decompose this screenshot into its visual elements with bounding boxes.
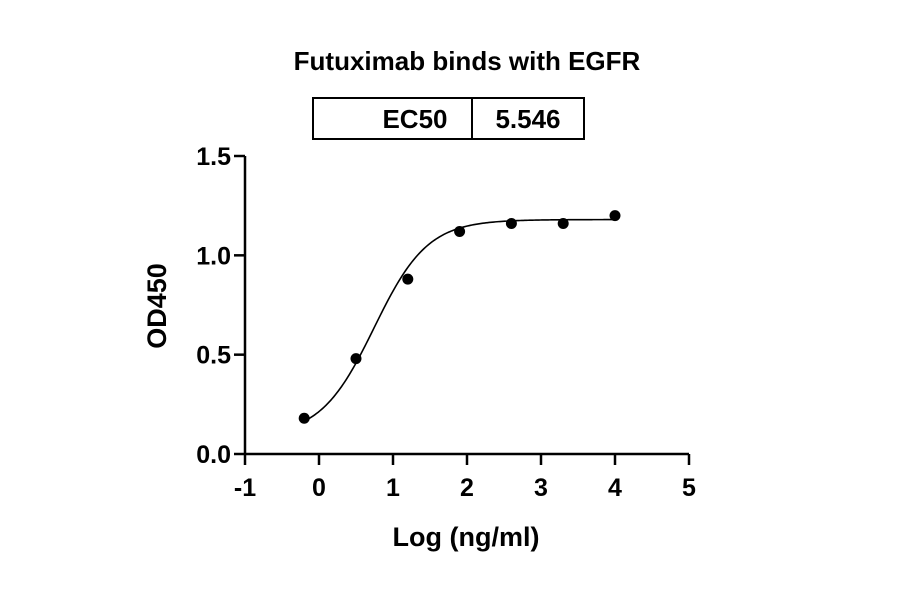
chart-title: Futuximab binds with EGFR — [294, 46, 641, 76]
x-axis-label: Log (ng/ml) — [393, 522, 540, 552]
x-tick-label: 5 — [682, 474, 696, 502]
data-point — [557, 218, 569, 230]
y-axis-label: OD450 — [142, 263, 172, 349]
x-tick-label: 0 — [312, 474, 326, 502]
y-tick-label: 0.5 — [196, 342, 231, 370]
ec50-table: EC50 5.546 — [312, 97, 585, 140]
x-tick-label: 1 — [386, 474, 400, 502]
x-tick-label: 2 — [460, 474, 474, 502]
y-tick-label: 0.0 — [196, 441, 231, 469]
y-tick-label: 1.5 — [196, 143, 231, 171]
x-tick-label: -1 — [234, 474, 256, 502]
data-point — [402, 273, 414, 285]
data-point — [454, 225, 466, 237]
ec50-label: EC50 — [382, 104, 447, 134]
axes — [243, 156, 689, 456]
x-tick-label: 3 — [534, 474, 548, 502]
x-tick-label: 4 — [608, 474, 622, 502]
ec50-value: 5.546 — [495, 104, 560, 134]
data-points — [298, 210, 621, 424]
data-point — [609, 210, 621, 222]
ticks: 0.0 0.5 1.0 1.5 -1 0 1 2 3 4 5 — [196, 143, 696, 502]
data-point — [298, 412, 310, 424]
data-point — [350, 353, 362, 365]
ec50-table-border — [312, 97, 585, 140]
y-tick-label: 1.0 — [196, 242, 231, 270]
data-point — [505, 218, 517, 230]
fit-curve — [303, 218, 615, 422]
